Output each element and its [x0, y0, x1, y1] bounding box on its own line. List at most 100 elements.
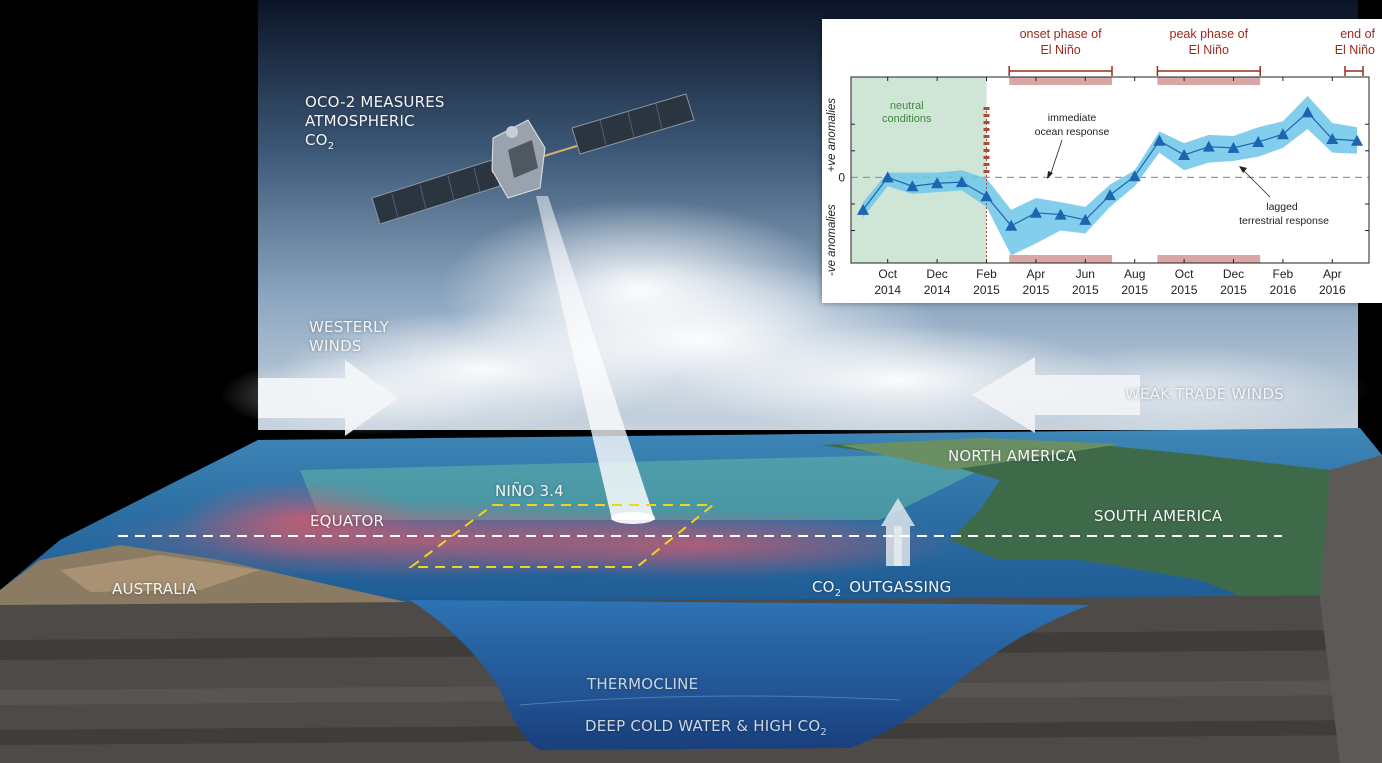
annotation-ocean-arrow: [1049, 139, 1063, 177]
x-tick-label-month: Feb: [1273, 267, 1294, 281]
oco2-line-1: OCO-2 MEASURES: [305, 93, 445, 111]
neutral-boundary-tick: [983, 170, 990, 173]
annotation-terrestrial-line1: lagged: [1266, 201, 1298, 213]
data-point: [1079, 213, 1092, 225]
x-tick-label-month: Apr: [1027, 267, 1046, 281]
neutral-boundary-tick: [983, 142, 990, 145]
annotation-ocean-line1: immediate: [1048, 112, 1097, 124]
data-point: [857, 203, 869, 215]
x-tick-label-month: Feb: [976, 267, 997, 281]
annotation-terrestrial-arrowhead: [1239, 166, 1247, 173]
satellite-icon: [371, 93, 695, 225]
data-point: [1227, 141, 1240, 153]
plot-frame: [850, 76, 1370, 264]
neutral-boundary-tick: [983, 135, 990, 138]
neutral-boundary-tick: [983, 107, 990, 110]
neutral-label-line2: conditions: [882, 113, 932, 125]
oco2-line-2: ATMOSPHERIC: [305, 112, 415, 130]
phase-label-1-line2: El Niño: [1189, 43, 1229, 57]
westerly-line-2: WINDS: [309, 337, 362, 355]
x-tick-label-month: Oct: [878, 267, 897, 281]
x-tick-label-year: 2015: [1121, 283, 1148, 297]
north-america-label: NORTH AMERICA: [948, 447, 1077, 465]
co2-text: CO: [305, 131, 328, 149]
annotation-terrestrial-arrow: [1241, 168, 1271, 198]
australia-label: AUSTRALIA: [112, 580, 197, 598]
neutral-region: [851, 77, 987, 263]
phase-label-0-line2: El Niño: [1040, 43, 1080, 57]
x-tick-label-month: Oct: [1175, 267, 1194, 281]
outgassing-text: OUTGASSING: [849, 578, 952, 596]
data-point: [1005, 219, 1018, 231]
x-tick-label-year: 2015: [1220, 283, 1247, 297]
nino-box: [408, 504, 716, 568]
thermocline-label: THERMOCLINE: [587, 675, 699, 693]
x-tick-label-year: 2015: [1171, 283, 1198, 297]
neutral-boundary-tick: [983, 149, 990, 152]
co2-out-text: CO: [812, 578, 835, 596]
data-point: [1029, 206, 1042, 218]
phase-label-2-line2: El Niño: [1335, 43, 1375, 57]
x-tick-label-year: 2015: [1023, 283, 1050, 297]
y-label-negative: -ve anomalies: [826, 204, 838, 276]
anomaly-chart: onset phase of El Niño peak phase of El Niñ…: [826, 27, 1376, 297]
data-point: [980, 190, 993, 202]
westerly-line-1: WESTERLY: [309, 318, 390, 336]
annotation-ocean-arrowhead: [1047, 171, 1053, 179]
satellite-beam: [536, 196, 655, 520]
phase-label-1-line1: peak phase of: [1170, 27, 1249, 41]
data-point: [1104, 189, 1116, 201]
x-tick-label-year: 2016: [1270, 283, 1297, 297]
oco2-label: OCO-2 MEASURES ATMOSPHERIC CO2: [305, 93, 445, 156]
data-point: [1054, 208, 1067, 220]
data-point: [1301, 106, 1314, 118]
data-point: [1202, 140, 1215, 152]
phase-bar-top-0: [1009, 77, 1112, 85]
annotation-terrestrial-line2: terrestrial response: [1239, 215, 1329, 227]
y-zero-label: 0: [838, 170, 845, 184]
co2-out-subscript: 2: [834, 588, 842, 599]
deep-text: DEEP COLD WATER & HIGH CO: [585, 717, 821, 735]
data-point: [1252, 135, 1265, 147]
data-point: [906, 180, 919, 192]
westerly-wind-arrow: [258, 360, 398, 436]
data-point: [1276, 128, 1289, 140]
x-tick-label-month: Aug: [1124, 267, 1145, 281]
data-point: [1351, 134, 1363, 146]
co2-subscript: 2: [327, 141, 335, 152]
deep-subscript: 2: [820, 727, 827, 738]
south-america-label: SOUTH AMERICA: [1094, 507, 1223, 525]
data-point: [1153, 134, 1166, 146]
neutral-boundary-tick: [983, 156, 990, 159]
nino-label: NIÑO 3.4: [495, 482, 564, 500]
phase-label-0-line1: onset phase of: [1020, 27, 1103, 41]
x-tick-label-year: 2014: [874, 283, 901, 297]
trade-wind-arrow: [972, 357, 1140, 433]
x-tick-label-year: 2014: [924, 283, 951, 297]
neutral-label-line1: neutral: [890, 100, 924, 112]
anomaly-chart-panel: onset phase of El Niño peak phase of El Niñ…: [822, 19, 1382, 303]
equator-label: EQUATOR: [310, 512, 385, 530]
x-tick-label-year: 2016: [1319, 283, 1346, 297]
y-label-positive: +ve anomalies: [826, 98, 838, 173]
x-tick-label-month: Apr: [1323, 267, 1342, 281]
trade-winds-label: WEAK TRADE WINDS: [1125, 385, 1284, 403]
data-point: [1178, 148, 1191, 160]
data-point: [1326, 133, 1339, 144]
data-point: [881, 171, 894, 183]
phase-bar-bottom-1: [1157, 255, 1261, 263]
x-tick-label-month: Jun: [1076, 267, 1095, 281]
annotation-ocean-line2: ocean response: [1035, 126, 1110, 138]
neutral-boundary-tick: [983, 163, 990, 166]
phase-label-2-line1: end of: [1340, 27, 1375, 41]
x-tick-label-year: 2015: [1072, 283, 1099, 297]
x-tick-label-month: Dec: [1223, 267, 1244, 281]
phase-bar-top-1: [1157, 77, 1261, 85]
x-tick-label-month: Dec: [926, 267, 947, 281]
neutral-boundary-tick: [983, 121, 990, 124]
westerly-label: WESTERLY WINDS: [309, 318, 389, 356]
data-point: [931, 177, 944, 189]
deep-water-label: DEEP COLD WATER & HIGH CO2: [585, 717, 827, 742]
phase-bar-bottom-0: [1009, 255, 1112, 263]
